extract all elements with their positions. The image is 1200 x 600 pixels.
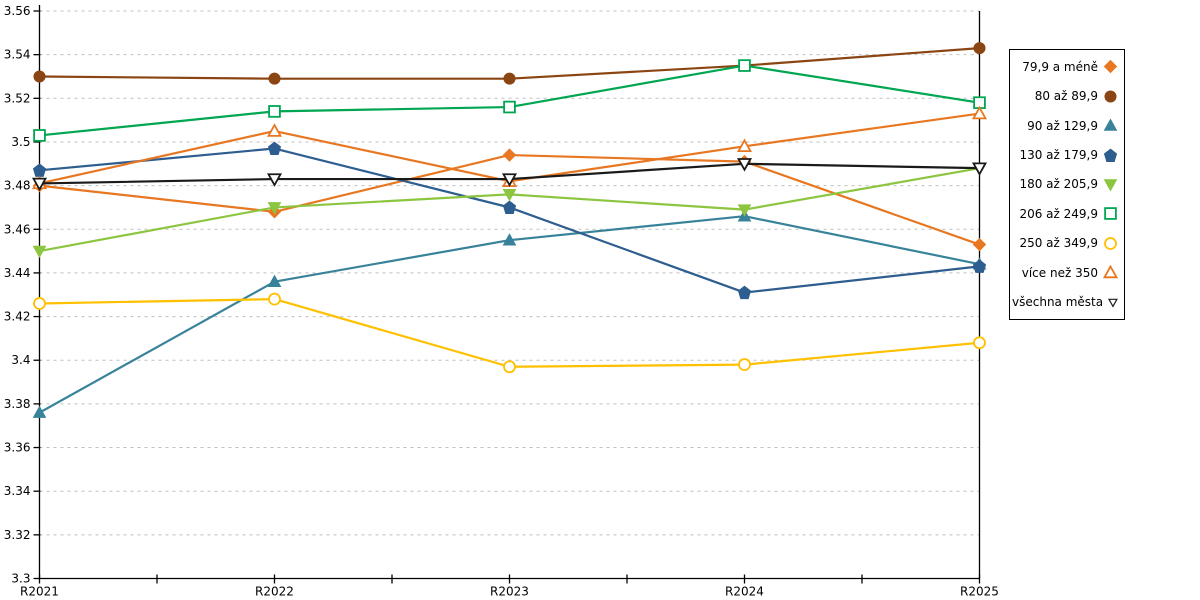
x-tick-label: R2023	[490, 585, 529, 599]
data-point	[267, 274, 282, 287]
y-tick-label: 3.42	[4, 310, 31, 324]
legend-label: všechna města	[1012, 295, 1104, 310]
data-point	[267, 141, 282, 156]
data-point	[502, 148, 517, 162]
data-point	[501, 173, 518, 187]
x-tick-label: R2022	[255, 585, 294, 599]
triangle-down-open-marker-icon	[1108, 298, 1118, 308]
data-point	[737, 204, 752, 217]
legend-label: 130 až 179,9	[1019, 148, 1098, 163]
legend-label: 80 až 89,9	[1034, 89, 1098, 104]
data-point	[972, 259, 987, 273]
data-point	[33, 129, 46, 142]
series-markers-6	[33, 59, 986, 142]
legend-label: 250 až 349,9	[1019, 236, 1098, 251]
y-tick-label: 3.46	[4, 222, 31, 236]
y-tick-label: 3.56	[4, 4, 31, 18]
data-point	[32, 245, 47, 259]
series-markers-4	[32, 141, 987, 300]
diamond-marker-icon	[1103, 60, 1118, 74]
legend-label: více než 350	[1021, 265, 1098, 280]
y-tick-label: 3.48	[4, 179, 31, 193]
x-tick-label: R2025	[960, 585, 999, 599]
data-point	[971, 162, 988, 177]
y-tick-label: 3.52	[4, 91, 31, 105]
circle-marker-icon	[1104, 90, 1117, 103]
data-point	[31, 177, 48, 192]
legend-label: 206 až 249,9	[1019, 206, 1098, 221]
series-markers-9	[31, 158, 988, 192]
legend-item-1: 79,9 a méně	[1012, 59, 1118, 74]
series-line-3	[38, 215, 980, 414]
data-point	[33, 297, 46, 310]
y-tick-label: 3.36	[4, 441, 31, 455]
legend-item-3: 90 až 129,9	[1012, 118, 1118, 133]
triangle-up-open-marker-icon	[1103, 265, 1118, 279]
data-point	[503, 72, 516, 85]
data-point	[736, 138, 753, 153]
legend-item-4: 130 až 179,9	[1012, 148, 1118, 163]
triangle-up-marker-icon	[1103, 118, 1118, 131]
data-point	[503, 100, 516, 114]
data-point	[32, 163, 47, 177]
y-tick-label: 3.32	[4, 528, 31, 542]
series-markers-7	[33, 292, 986, 374]
y-tick-label: 3.44	[4, 266, 31, 280]
data-point	[266, 123, 283, 137]
data-point	[266, 173, 283, 187]
data-point	[268, 292, 281, 306]
data-point	[738, 358, 751, 372]
data-point	[971, 105, 988, 120]
circle-open-marker-icon	[1104, 236, 1117, 250]
legend: 79,9 a méně 80 až 89,9 90 až 129,9 130 až 1…	[1009, 49, 1125, 320]
y-tick-label: 3.34	[4, 484, 31, 498]
legend-item-7: 250 až 349,9	[1012, 236, 1118, 251]
series-line-4	[39, 147, 980, 294]
data-point	[502, 200, 517, 214]
series-markers-3	[32, 209, 987, 418]
legend-item-6: 206 až 249,9	[1012, 206, 1118, 221]
data-point	[737, 285, 752, 300]
data-point	[33, 70, 46, 83]
legend-label: 79,9 a méně	[1022, 59, 1098, 74]
x-tick-label: R2024	[725, 585, 764, 599]
legend-label: 180 až 205,9	[1019, 177, 1098, 192]
x-tick-label: R2021	[20, 585, 59, 599]
legend-item-8: více než 350	[1012, 265, 1118, 280]
triangle-down-marker-icon	[1103, 179, 1118, 192]
pentagon-marker-icon	[1103, 148, 1118, 162]
data-point	[736, 158, 753, 172]
data-point	[738, 59, 751, 72]
data-point	[267, 202, 282, 215]
square-open-marker-icon	[1104, 207, 1117, 221]
legend-item-5: 180 až 205,9	[1012, 177, 1118, 192]
data-point	[268, 72, 281, 85]
legend-item-9: všechna města	[1012, 295, 1118, 310]
data-point	[502, 233, 517, 246]
y-tick-label: 3.5	[11, 135, 30, 149]
data-point	[973, 42, 986, 55]
y-tick-label: 3.38	[4, 397, 31, 411]
legend-label: 90 až 129,9	[1027, 118, 1098, 133]
y-tick-label: 3.4	[11, 353, 30, 367]
data-point	[32, 405, 47, 418]
legend-item-2: 80 až 89,9	[1012, 89, 1118, 104]
data-point	[268, 105, 281, 118]
data-point	[502, 189, 517, 202]
data-point	[972, 237, 987, 252]
y-tick-label: 3.54	[4, 48, 31, 62]
data-point	[973, 336, 986, 350]
y-tick-label: 3.3	[11, 572, 30, 586]
data-point	[503, 360, 516, 374]
